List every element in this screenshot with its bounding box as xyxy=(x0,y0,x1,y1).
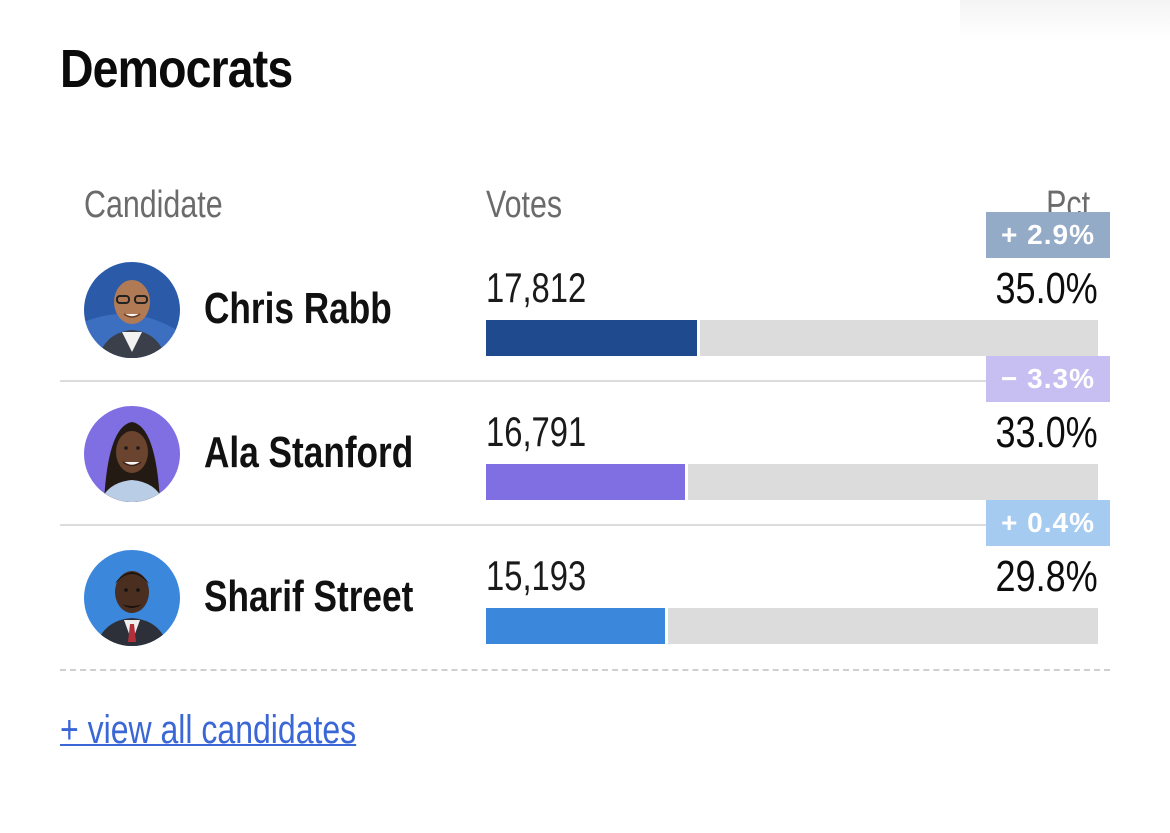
column-header-votes: Votes xyxy=(486,184,563,226)
candidate-avatar xyxy=(84,406,180,502)
section-divider xyxy=(60,669,1110,671)
candidate-row: Ala Stanford 16,791 − 3.3% 33.0% xyxy=(60,356,1110,526)
candidate-row: Chris Rabb 17,812 + 2.9% 35.0% xyxy=(60,212,1110,382)
vote-percent: 33.0% xyxy=(995,408,1098,457)
vote-bar-track xyxy=(486,608,1098,644)
candidate-row: Sharif Street 15,193 + 0.4% 29.8% xyxy=(60,500,1110,668)
row-divider xyxy=(60,380,1110,382)
vote-percent: 29.8% xyxy=(995,552,1098,601)
candidate-name: Sharif Street xyxy=(204,572,414,621)
vote-bar-fill xyxy=(486,608,669,644)
vote-count: 16,791 xyxy=(486,408,587,455)
section-title: Democrats xyxy=(60,39,293,99)
vote-bar-fill xyxy=(486,320,701,356)
candidate-avatar xyxy=(84,550,180,646)
vote-bar-track xyxy=(486,464,1098,500)
vote-count: 17,812 xyxy=(486,264,587,311)
top-fade xyxy=(960,0,1170,40)
vote-percent: 35.0% xyxy=(995,264,1098,313)
candidate-avatar xyxy=(84,262,180,358)
candidate-name: Chris Rabb xyxy=(204,284,392,333)
vote-bar-track xyxy=(486,320,1098,356)
view-all-candidates-link[interactable]: + view all candidates xyxy=(60,708,357,752)
vote-count: 15,193 xyxy=(486,552,587,599)
row-divider xyxy=(60,524,1110,526)
change-badge: + 0.4% xyxy=(986,500,1110,546)
vote-bar-fill xyxy=(486,464,688,500)
candidate-name: Ala Stanford xyxy=(204,428,414,477)
change-badge: + 2.9% xyxy=(986,212,1110,258)
column-header-candidate: Candidate xyxy=(84,184,223,226)
change-badge: − 3.3% xyxy=(986,356,1110,402)
